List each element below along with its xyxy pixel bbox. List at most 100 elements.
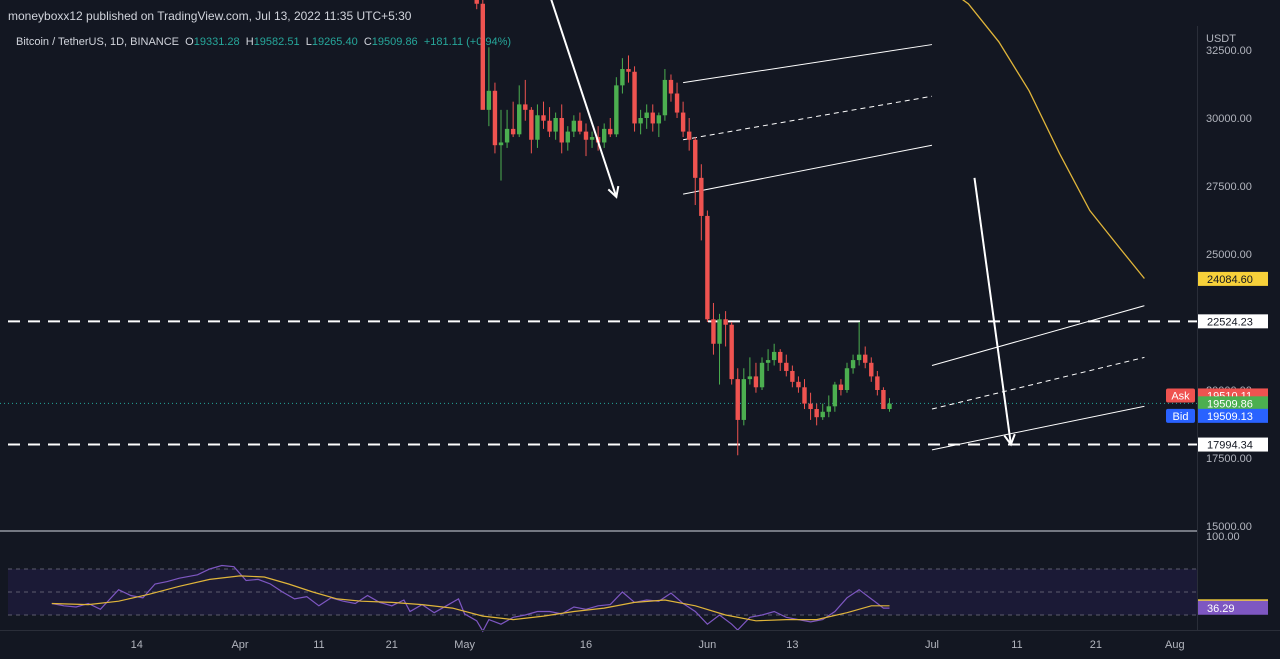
y-tick-label: 27500.00 <box>1206 181 1252 193</box>
candle <box>875 376 880 390</box>
open-label: O <box>185 36 194 48</box>
y-tick-label: 30000.00 <box>1206 113 1252 125</box>
x-tick-label: 14 <box>131 639 143 651</box>
candle <box>565 131 570 143</box>
close-label: C <box>363 36 372 48</box>
candle <box>632 71 637 124</box>
candle <box>535 115 540 140</box>
y-tick-label: 32500.00 <box>1206 45 1252 57</box>
candle <box>802 387 807 404</box>
open-value: 19331.28 <box>193 36 240 48</box>
candle <box>492 90 498 146</box>
symbol-legend[interactable]: Bitcoin / TetherUS, 1D, BINANCE O19331.2… <box>16 36 511 48</box>
candle <box>863 354 868 363</box>
candle <box>814 409 819 418</box>
x-tick-label: 11 <box>1011 639 1022 651</box>
candle <box>686 131 692 140</box>
channel-midline <box>931 356 1145 410</box>
trend-arrow-shaft <box>550 0 618 198</box>
candle <box>717 319 722 344</box>
candle <box>741 379 747 420</box>
candle <box>844 368 850 390</box>
candle <box>832 384 838 407</box>
candle <box>887 403 892 410</box>
candle <box>699 177 704 216</box>
x-tick-label: Jul <box>925 639 939 651</box>
candle <box>850 360 856 369</box>
high-value: 19582.51 <box>253 36 300 48</box>
candle <box>547 120 552 132</box>
candle <box>577 120 583 132</box>
axes: USDT15000.0017500.0020000.0022500.002500… <box>0 26 1280 651</box>
ask-tag-bg <box>1166 388 1195 403</box>
candle <box>735 379 740 420</box>
candle <box>517 104 522 135</box>
close-value: 19509.86 <box>371 36 418 48</box>
level-price-label: 22524.23 <box>1207 316 1253 328</box>
candle <box>778 351 783 363</box>
candle <box>759 362 765 388</box>
high-label: H <box>245 36 254 48</box>
candle <box>589 137 595 140</box>
symbol-name[interactable]: Bitcoin / TetherUS, 1D, BINANCE <box>16 36 180 48</box>
candle <box>765 360 771 363</box>
x-tick-label: 11 <box>313 639 324 651</box>
trend-arrow-head <box>607 185 620 199</box>
publish-info: moneyboxx12 published on TradingView.com… <box>8 9 412 23</box>
rsi-pane[interactable] <box>8 564 1197 633</box>
candle <box>644 112 649 118</box>
candle <box>474 0 479 4</box>
candle <box>674 93 680 113</box>
candle <box>656 115 662 124</box>
candle <box>753 376 759 388</box>
channel-line <box>931 405 1145 451</box>
candle <box>747 376 753 380</box>
candle <box>523 104 528 110</box>
candle <box>553 118 558 132</box>
ma-value-label-bg <box>1198 271 1268 286</box>
low-value: 19265.40 <box>311 36 358 48</box>
candle <box>820 411 825 418</box>
candle <box>480 3 485 110</box>
trend-arrow-shaft <box>973 177 1012 445</box>
bid-tag-bg <box>1166 408 1195 423</box>
x-tick-label: May <box>454 639 475 651</box>
moving-average-line <box>961 0 1145 279</box>
candle <box>771 351 777 361</box>
candle <box>808 403 813 410</box>
header-bar: moneyboxx12 published on TradingView.com… <box>0 0 1280 26</box>
rsi-value-label-bg <box>1198 600 1268 615</box>
candle <box>729 324 734 380</box>
level-price-label-bg <box>1198 437 1268 452</box>
candle <box>796 381 801 388</box>
x-tick-label: 16 <box>580 639 592 651</box>
channel-line <box>683 144 933 195</box>
ma-value-label: 24084.60 <box>1207 274 1253 286</box>
candle <box>583 131 589 140</box>
candle <box>723 319 728 325</box>
x-tick-label: 13 <box>786 639 798 651</box>
x-tick-label: Jun <box>699 639 717 651</box>
candle <box>638 118 643 124</box>
rsi-value-label: 36.29 <box>1207 603 1235 615</box>
candle <box>693 139 698 178</box>
candle <box>504 128 510 143</box>
bid-label-bg <box>1198 408 1268 423</box>
candle <box>662 79 668 116</box>
last-price-label-bg <box>1198 396 1268 411</box>
x-tick-label: Aug <box>1165 639 1185 651</box>
channel-midline <box>683 95 933 141</box>
candle <box>510 128 516 135</box>
candle <box>571 120 577 132</box>
x-tick-label: 21 <box>1090 639 1102 651</box>
currency-label: USDT <box>1206 33 1236 45</box>
candle <box>705 215 710 320</box>
candle <box>614 85 619 135</box>
level-price-label-bg <box>1198 314 1268 329</box>
bid-tag: Bid <box>1173 411 1189 423</box>
candle <box>784 362 789 371</box>
rsi-y-tick: 100.00 <box>1206 531 1240 543</box>
price-pane[interactable] <box>0 0 1197 456</box>
candle <box>711 319 716 344</box>
